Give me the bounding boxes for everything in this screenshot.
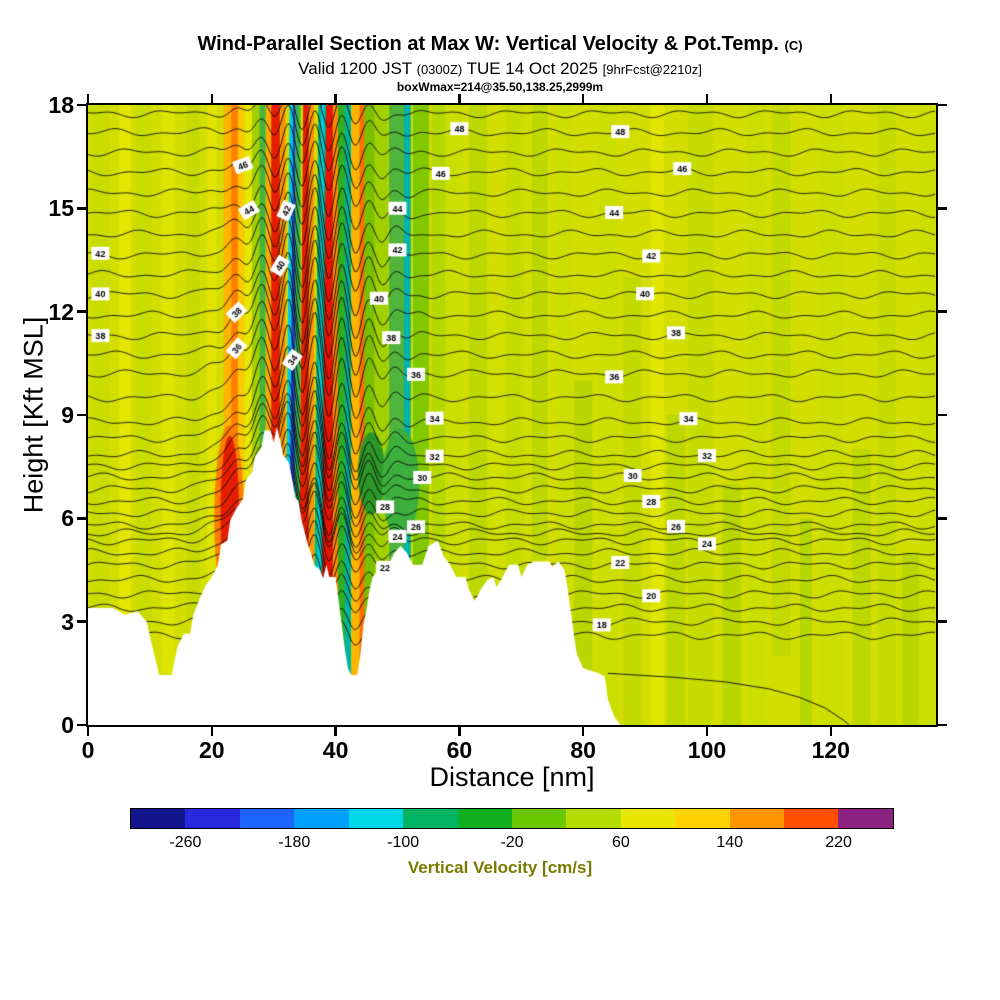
colorbar-segment <box>838 809 893 828</box>
y-tick-label: 18 <box>48 92 74 118</box>
x-tick-top <box>210 94 214 103</box>
forecast-tag: [9hrFcst@2210z] <box>602 62 702 77</box>
valid-zulu: (0300Z) <box>416 62 463 77</box>
x-tick-label: 120 <box>811 737 850 763</box>
y-tick-label: 0 <box>61 712 74 738</box>
y-tick-right <box>938 413 947 417</box>
colorbar-tick-label: -180 <box>278 834 311 851</box>
colorbar-segment <box>457 809 512 828</box>
colorbar-tick-label: 60 <box>611 834 630 851</box>
x-tick-label: 20 <box>198 737 225 763</box>
colorbar-segment <box>620 809 676 828</box>
colorbar-segment <box>511 809 567 828</box>
y-tick <box>77 723 86 727</box>
chart-annotation: boxWmax=214@35.50,138.25,2999m <box>396 80 604 94</box>
x-tick-label: 40 <box>322 737 349 763</box>
x-tick-top <box>829 94 833 103</box>
y-tick-right <box>938 103 947 107</box>
x-tick-top <box>581 94 585 103</box>
x-tick-label: 100 <box>687 737 727 763</box>
y-tick-right <box>938 620 947 623</box>
x-tick <box>581 727 585 736</box>
colorbar-segment <box>784 809 839 828</box>
x-tick-top <box>86 94 90 103</box>
colorbar-tick-label: -20 <box>500 834 524 851</box>
y-tick-right <box>938 207 947 210</box>
x-tick <box>458 727 461 736</box>
x-axis-label: Distance [nm] <box>429 762 595 792</box>
y-tick-label: 15 <box>48 195 74 222</box>
y-tick <box>77 103 86 107</box>
x-tick <box>334 727 337 736</box>
y-tick <box>77 517 86 520</box>
x-tick-top <box>334 94 337 103</box>
x-tick <box>86 727 90 736</box>
colorbar-tick-label: 220 <box>825 834 852 851</box>
colorbar-segment <box>348 809 404 828</box>
x-tick-top <box>705 94 709 103</box>
y-tick <box>77 310 86 313</box>
x-tick-label: 60 <box>446 737 473 763</box>
y-tick <box>77 413 86 417</box>
colorbar-segment <box>185 809 240 828</box>
colorbar-tick-label: -100 <box>387 834 420 851</box>
y-tick-label: 6 <box>61 505 74 532</box>
colorbar-segment <box>729 809 785 828</box>
section-plot-canvas <box>88 105 936 725</box>
y-tick-label: 12 <box>48 298 74 325</box>
y-tick-label: 9 <box>61 402 74 428</box>
y-tick-right <box>938 723 947 727</box>
chart-title-units: (C) <box>784 38 803 53</box>
colorbar-segment <box>239 809 295 828</box>
chart-subtitle: Valid 1200 JST (0300Z) TUE 14 Oct 2025 [… <box>0 59 1000 79</box>
colorbar-segment <box>566 809 621 828</box>
y-tick-label: 3 <box>61 608 74 635</box>
chart-title-text: Wind-Parallel Section at Max W: Vertical… <box>197 33 779 55</box>
valid-date: TUE 14 Oct 2025 <box>466 59 598 78</box>
y-tick <box>77 207 86 210</box>
colorbar <box>130 808 894 829</box>
x-tick <box>705 727 709 736</box>
x-tick <box>829 727 833 736</box>
y-tick-right <box>938 310 947 313</box>
colorbar-segment <box>294 809 349 828</box>
x-tick-label: 80 <box>570 737 596 763</box>
chart-title: Wind-Parallel Section at Max W: Vertical… <box>0 33 1000 56</box>
colorbar-tick-label: 140 <box>716 834 744 851</box>
colorbar-tick-label: -260 <box>169 834 202 851</box>
x-tick <box>210 727 214 736</box>
colorbar-segment <box>403 809 458 828</box>
y-tick-right <box>938 517 947 520</box>
colorbar-segment <box>675 809 730 828</box>
colorbar-segment <box>131 809 186 828</box>
x-tick-label: 0 <box>81 737 95 763</box>
valid-time: Valid 1200 JST <box>298 59 412 78</box>
y-tick <box>77 620 86 623</box>
x-tick-top <box>458 94 461 103</box>
colorbar-title: Vertical Velocity [cm/s] <box>407 858 593 877</box>
